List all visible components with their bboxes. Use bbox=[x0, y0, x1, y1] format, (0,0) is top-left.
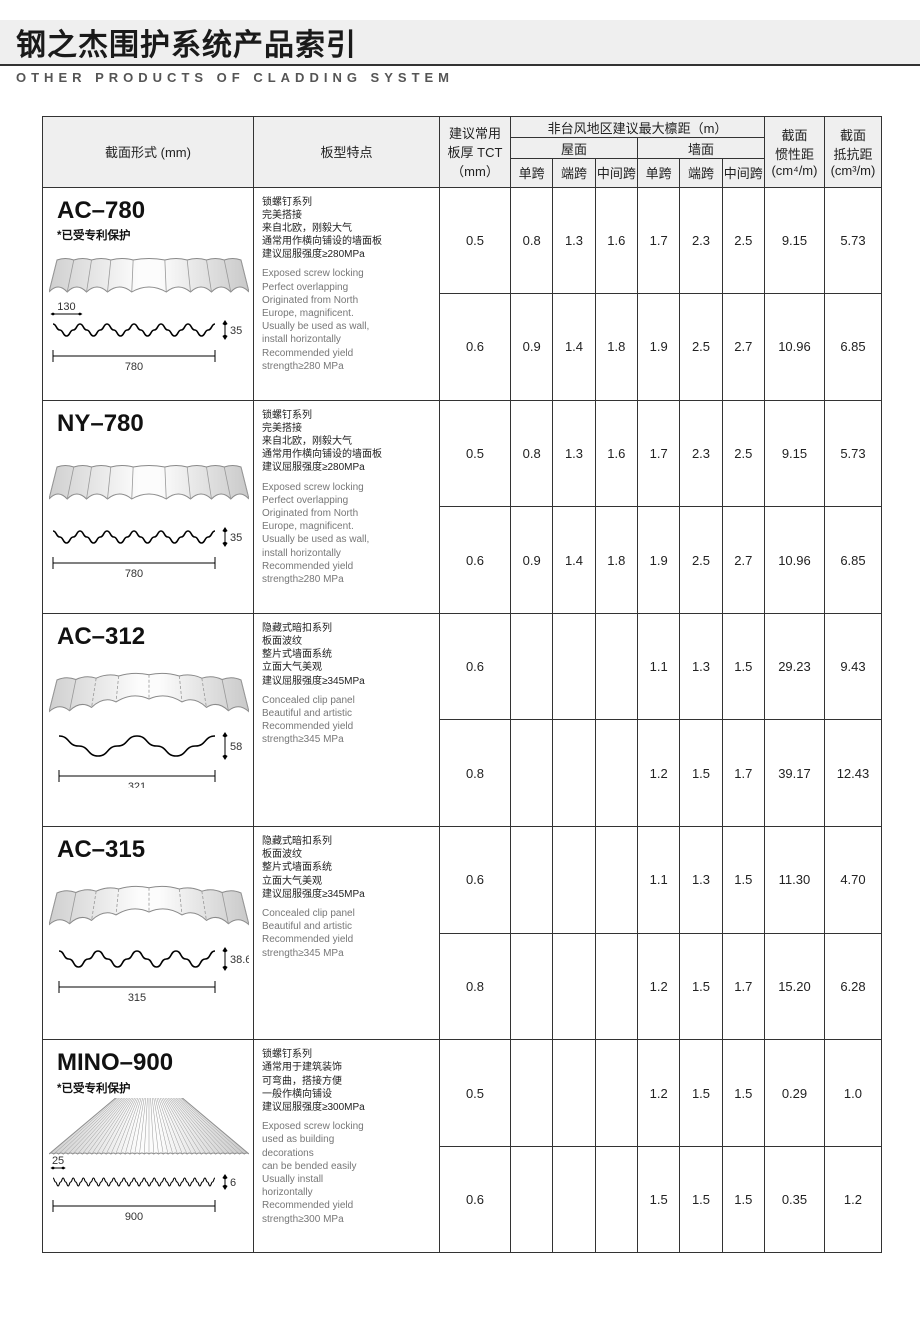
svg-text:25: 25 bbox=[52, 1156, 64, 1167]
svg-text:35: 35 bbox=[230, 325, 242, 337]
svg-text:6: 6 bbox=[230, 1177, 236, 1189]
svg-text:321: 321 bbox=[128, 781, 146, 788]
svg-text:130: 130 bbox=[57, 302, 75, 313]
svg-text:900: 900 bbox=[125, 1211, 143, 1220]
svg-text:58: 58 bbox=[230, 741, 242, 753]
svg-text:35: 35 bbox=[230, 532, 242, 544]
svg-text:38.6: 38.6 bbox=[230, 954, 249, 966]
svg-text:780: 780 bbox=[125, 568, 143, 580]
svg-text:780: 780 bbox=[125, 361, 143, 373]
svg-text:315: 315 bbox=[128, 992, 146, 1001]
